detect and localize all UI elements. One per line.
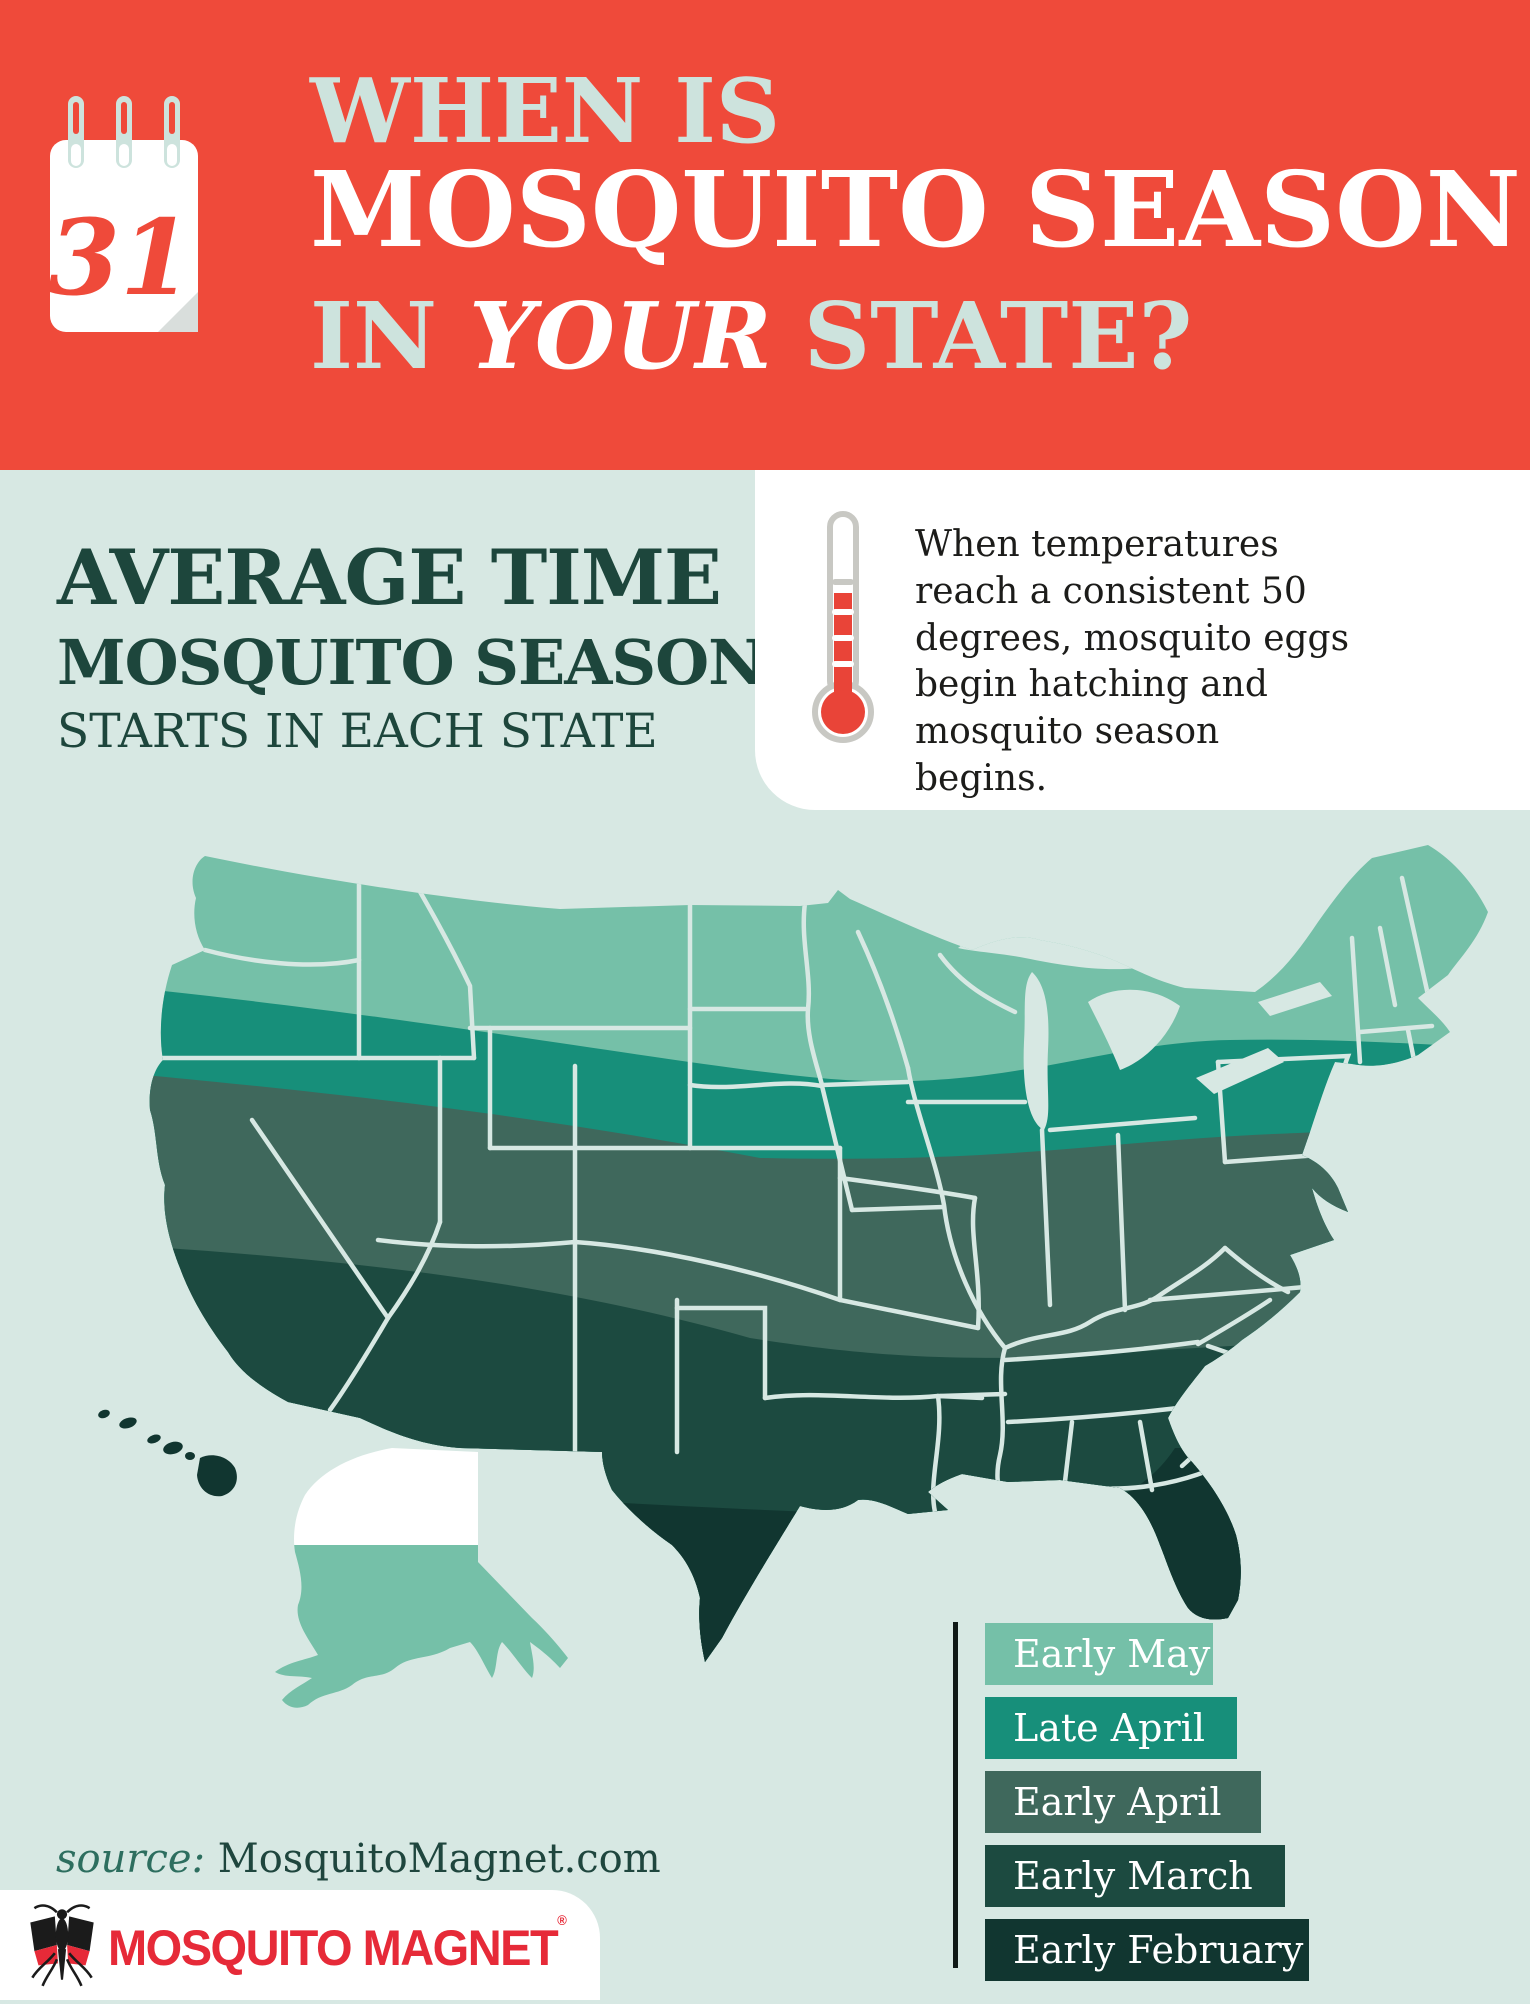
hawaii-inset <box>98 1409 237 1497</box>
trademark-symbol: ® <box>557 1912 567 1929</box>
lake-huron <box>1088 989 1180 1070</box>
alaska-inset <box>275 1448 568 1708</box>
legend-item-early-may: Early May <box>985 1623 1213 1685</box>
legend-item-early-april: Early April <box>985 1771 1261 1833</box>
title-line-2: MOSQUITO SEASON <box>310 148 1521 271</box>
title-line-3: IN YOUR STATE? <box>310 282 1193 390</box>
source-label: source: <box>56 1836 206 1882</box>
header-band: 31 WHEN IS MOSQUITO SEASON IN YOUR STATE… <box>0 0 1530 470</box>
calendar-body <box>50 140 198 332</box>
thermometer-icon <box>812 511 874 743</box>
footer-card: MOSQUITO MAGNET® <box>0 1890 600 2000</box>
hawaii-big-island <box>197 1455 237 1497</box>
title-your-emphasis: YOUR <box>469 282 772 390</box>
lake-erie <box>1196 1048 1284 1094</box>
heading-line-3: STARTS IN EACH STATE <box>57 704 658 759</box>
calendar-rings <box>68 96 180 168</box>
calendar-page-curl <box>158 292 198 332</box>
calendar-day: 31 <box>50 196 192 319</box>
lake-ontario <box>1258 982 1332 1016</box>
heading-line-1: AVERAGE TIME <box>57 533 722 622</box>
section-heading: AVERAGE TIME MOSQUITO SEASON STARTS IN E… <box>57 533 765 759</box>
map-legend: Early May Late April Early April Early M… <box>985 1623 1309 1993</box>
legend-rule <box>953 1622 958 1968</box>
card-text: When temperatures reach a consistent 50 … <box>915 524 1350 799</box>
title-line-1: WHEN IS <box>310 58 781 163</box>
source-line: source: MosquitoMagnet.com <box>56 1836 661 1882</box>
lake-michigan <box>1023 972 1049 1130</box>
legend-item-late-april: Late April <box>985 1697 1237 1759</box>
info-card: When temperatures reach a consistent 50 … <box>755 470 1530 810</box>
calendar-icon: 31 <box>50 96 198 332</box>
legend-item-early-march: Early March <box>985 1845 1285 1907</box>
heading-line-2: MOSQUITO SEASON <box>57 626 765 699</box>
source-url: MosquitoMagnet.com <box>217 1836 661 1882</box>
brand-wordmark: MOSQUITO MAGNET® <box>108 1912 567 1976</box>
legend-item-early-february: Early February <box>985 1919 1309 1981</box>
mosquito-logo-icon <box>30 1904 94 1987</box>
